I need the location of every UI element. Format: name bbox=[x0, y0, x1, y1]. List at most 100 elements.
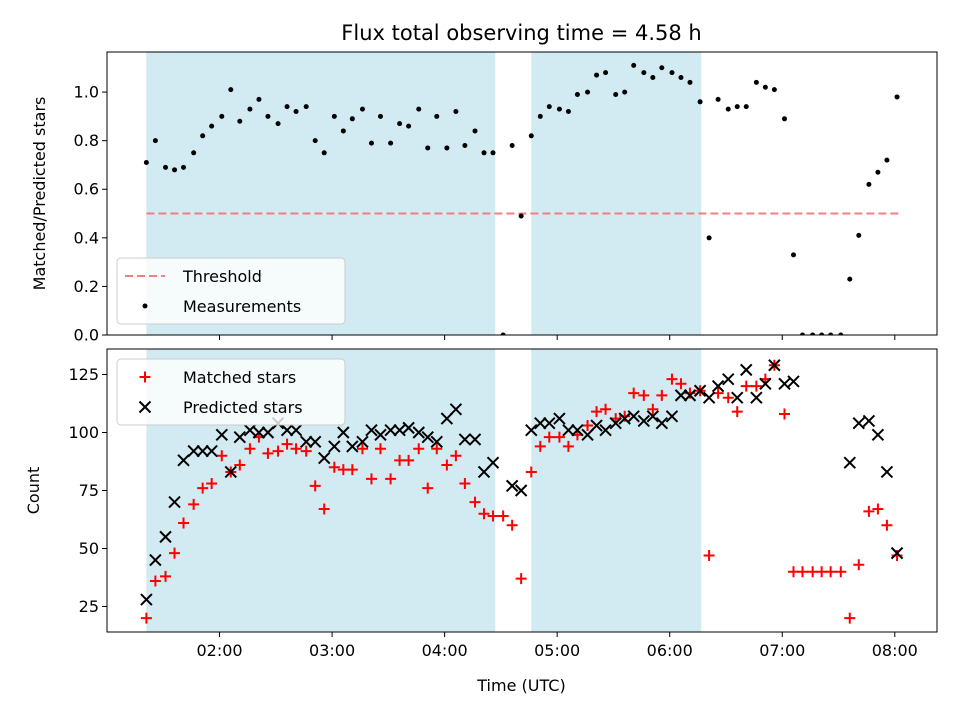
predicted-star-point bbox=[759, 377, 772, 391]
predicted-star-point bbox=[308, 435, 322, 448]
measurement-point bbox=[472, 128, 478, 134]
predicted-star-point bbox=[778, 377, 791, 391]
observing-window-band bbox=[531, 349, 702, 632]
matched-star-point bbox=[497, 510, 509, 522]
measurement-point bbox=[265, 113, 271, 119]
predicted-star-point bbox=[609, 417, 622, 430]
measurement-point bbox=[312, 138, 318, 144]
predicted-star-point bbox=[543, 417, 556, 430]
predicted-star-point bbox=[365, 423, 378, 437]
matched-star-point bbox=[169, 547, 181, 559]
matched-star-point bbox=[469, 496, 481, 508]
matched-star-point bbox=[844, 612, 856, 624]
predicted-star-point bbox=[449, 403, 463, 416]
measurement-point bbox=[462, 143, 468, 149]
measurement-point bbox=[574, 92, 580, 98]
predicted-star-point bbox=[468, 433, 482, 446]
predicted-star-point bbox=[637, 414, 651, 428]
measurement-point bbox=[284, 104, 290, 110]
predicted-star-point bbox=[215, 428, 229, 442]
predicted-star-point bbox=[346, 440, 359, 453]
matched-star-point bbox=[403, 454, 415, 466]
matched-star-point bbox=[534, 440, 546, 452]
measurement-point bbox=[641, 70, 647, 76]
matched-star-point bbox=[731, 406, 743, 418]
predicted-star-point bbox=[665, 410, 679, 423]
predicted-star-point bbox=[177, 454, 190, 467]
measurement-point bbox=[585, 89, 591, 95]
matched-star-point bbox=[450, 450, 462, 462]
measurement-point bbox=[613, 92, 619, 98]
matched-star-point bbox=[600, 403, 612, 415]
measurement-point bbox=[368, 140, 374, 146]
x-tick-label: 04:00 bbox=[422, 641, 468, 660]
measurement-point bbox=[143, 160, 149, 166]
predicted-star-point bbox=[252, 426, 266, 439]
predicted-star-point bbox=[149, 553, 162, 567]
measurement-point bbox=[762, 84, 768, 90]
y-tick-label: 0.6 bbox=[74, 180, 99, 199]
matched-star-point bbox=[272, 445, 284, 457]
measurement-point bbox=[528, 133, 534, 139]
predicted-star-point bbox=[571, 423, 584, 437]
predicted-star-point bbox=[393, 423, 406, 437]
predicted-star-point bbox=[412, 426, 425, 439]
legend-label: Threshold bbox=[182, 267, 262, 286]
x-tick-label: 05:00 bbox=[534, 641, 580, 660]
measurement-point bbox=[163, 164, 169, 170]
matched-star-point bbox=[825, 566, 837, 578]
matched-star-point bbox=[835, 566, 847, 578]
predicted-star-point bbox=[693, 384, 707, 397]
measurement-point bbox=[434, 113, 440, 119]
predicted-star-point bbox=[299, 435, 313, 448]
matched-star-point bbox=[413, 443, 425, 455]
matched-star-point bbox=[779, 408, 791, 420]
matched-star-point bbox=[216, 450, 228, 462]
predicted-star-point bbox=[337, 426, 350, 439]
predicted-star-point bbox=[205, 444, 218, 458]
predicted-star-point bbox=[534, 417, 547, 430]
measurement-point bbox=[687, 79, 693, 85]
y-tick-label: 75 bbox=[79, 481, 99, 500]
y-tick-label: 0.8 bbox=[74, 131, 99, 150]
predicted-star-point bbox=[787, 375, 800, 388]
measurement-point bbox=[152, 138, 158, 144]
measurement-point bbox=[172, 167, 178, 173]
legend-box bbox=[116, 257, 346, 325]
matched-star-point bbox=[197, 482, 209, 494]
x-tick-label: 02:00 bbox=[196, 641, 242, 660]
legend-measurement-swatch bbox=[142, 303, 148, 309]
predicted-star-point bbox=[328, 440, 341, 453]
matched-star-point bbox=[244, 443, 256, 455]
matched-star-point bbox=[441, 459, 453, 471]
panel-frame bbox=[106, 51, 938, 336]
legend-box bbox=[116, 358, 346, 426]
measurement-point bbox=[191, 150, 197, 156]
y-tick-label: 25 bbox=[79, 597, 99, 616]
measurement-point bbox=[715, 96, 721, 102]
measurement-point bbox=[377, 113, 383, 119]
matched-star-point bbox=[459, 478, 471, 490]
predicted-star-point bbox=[768, 359, 781, 372]
matched-star-point bbox=[346, 464, 358, 476]
matched-star-point bbox=[562, 440, 574, 452]
predicted-star-point bbox=[458, 433, 472, 446]
matched-star-point bbox=[591, 406, 603, 418]
measurement-point bbox=[331, 113, 337, 119]
measurement-point bbox=[228, 87, 234, 93]
matched-star-point bbox=[149, 575, 161, 587]
measurement-point bbox=[594, 72, 600, 78]
measurement-point bbox=[838, 332, 844, 335]
legend-label: Predicted stars bbox=[183, 398, 303, 417]
matched-star-point bbox=[234, 459, 246, 471]
matched-star-point bbox=[881, 519, 893, 531]
matched-star-point bbox=[300, 445, 312, 457]
measurement-point bbox=[388, 140, 394, 146]
measurement-point bbox=[828, 332, 834, 335]
predicted-star-point bbox=[280, 423, 294, 437]
matched-star-point bbox=[356, 443, 368, 455]
predicted-star-point bbox=[871, 428, 885, 442]
y-tick-label: 0.0 bbox=[74, 326, 99, 345]
x-tick-label: 08:00 bbox=[872, 641, 918, 660]
